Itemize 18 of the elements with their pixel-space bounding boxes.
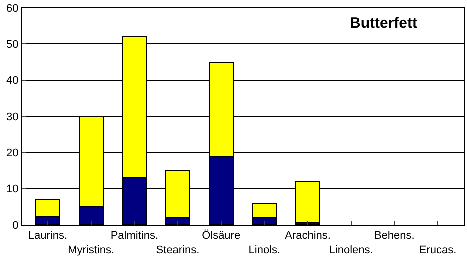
y-tick-label: 60 [6,2,19,15]
text: Butterfett [350,15,418,32]
y-tick-label: 0 [12,220,19,232]
x-tick-label: Linols. [248,244,281,256]
x-tick-label: Behens. [374,230,415,242]
y-tick-label: 40 [6,75,19,88]
x-tick-label: Stearins. [156,244,200,256]
y-tick-label: 50 [6,39,19,52]
x-tick-label: Ölsäure [202,229,241,242]
x-tick-label: Arachins. [285,230,331,242]
x-tick-label: Erucas. [419,244,457,256]
x-tick-label: Myristins. [68,244,115,256]
y-tick-label: 30 [6,111,19,124]
y-tick-label: 10 [6,184,19,196]
x-tick-label: Palmitins. [110,230,159,242]
x-tick-label: Laurins. [28,230,68,242]
x-tick-label: Linolens. [329,244,374,256]
y-tick-label: 20 [6,148,19,160]
